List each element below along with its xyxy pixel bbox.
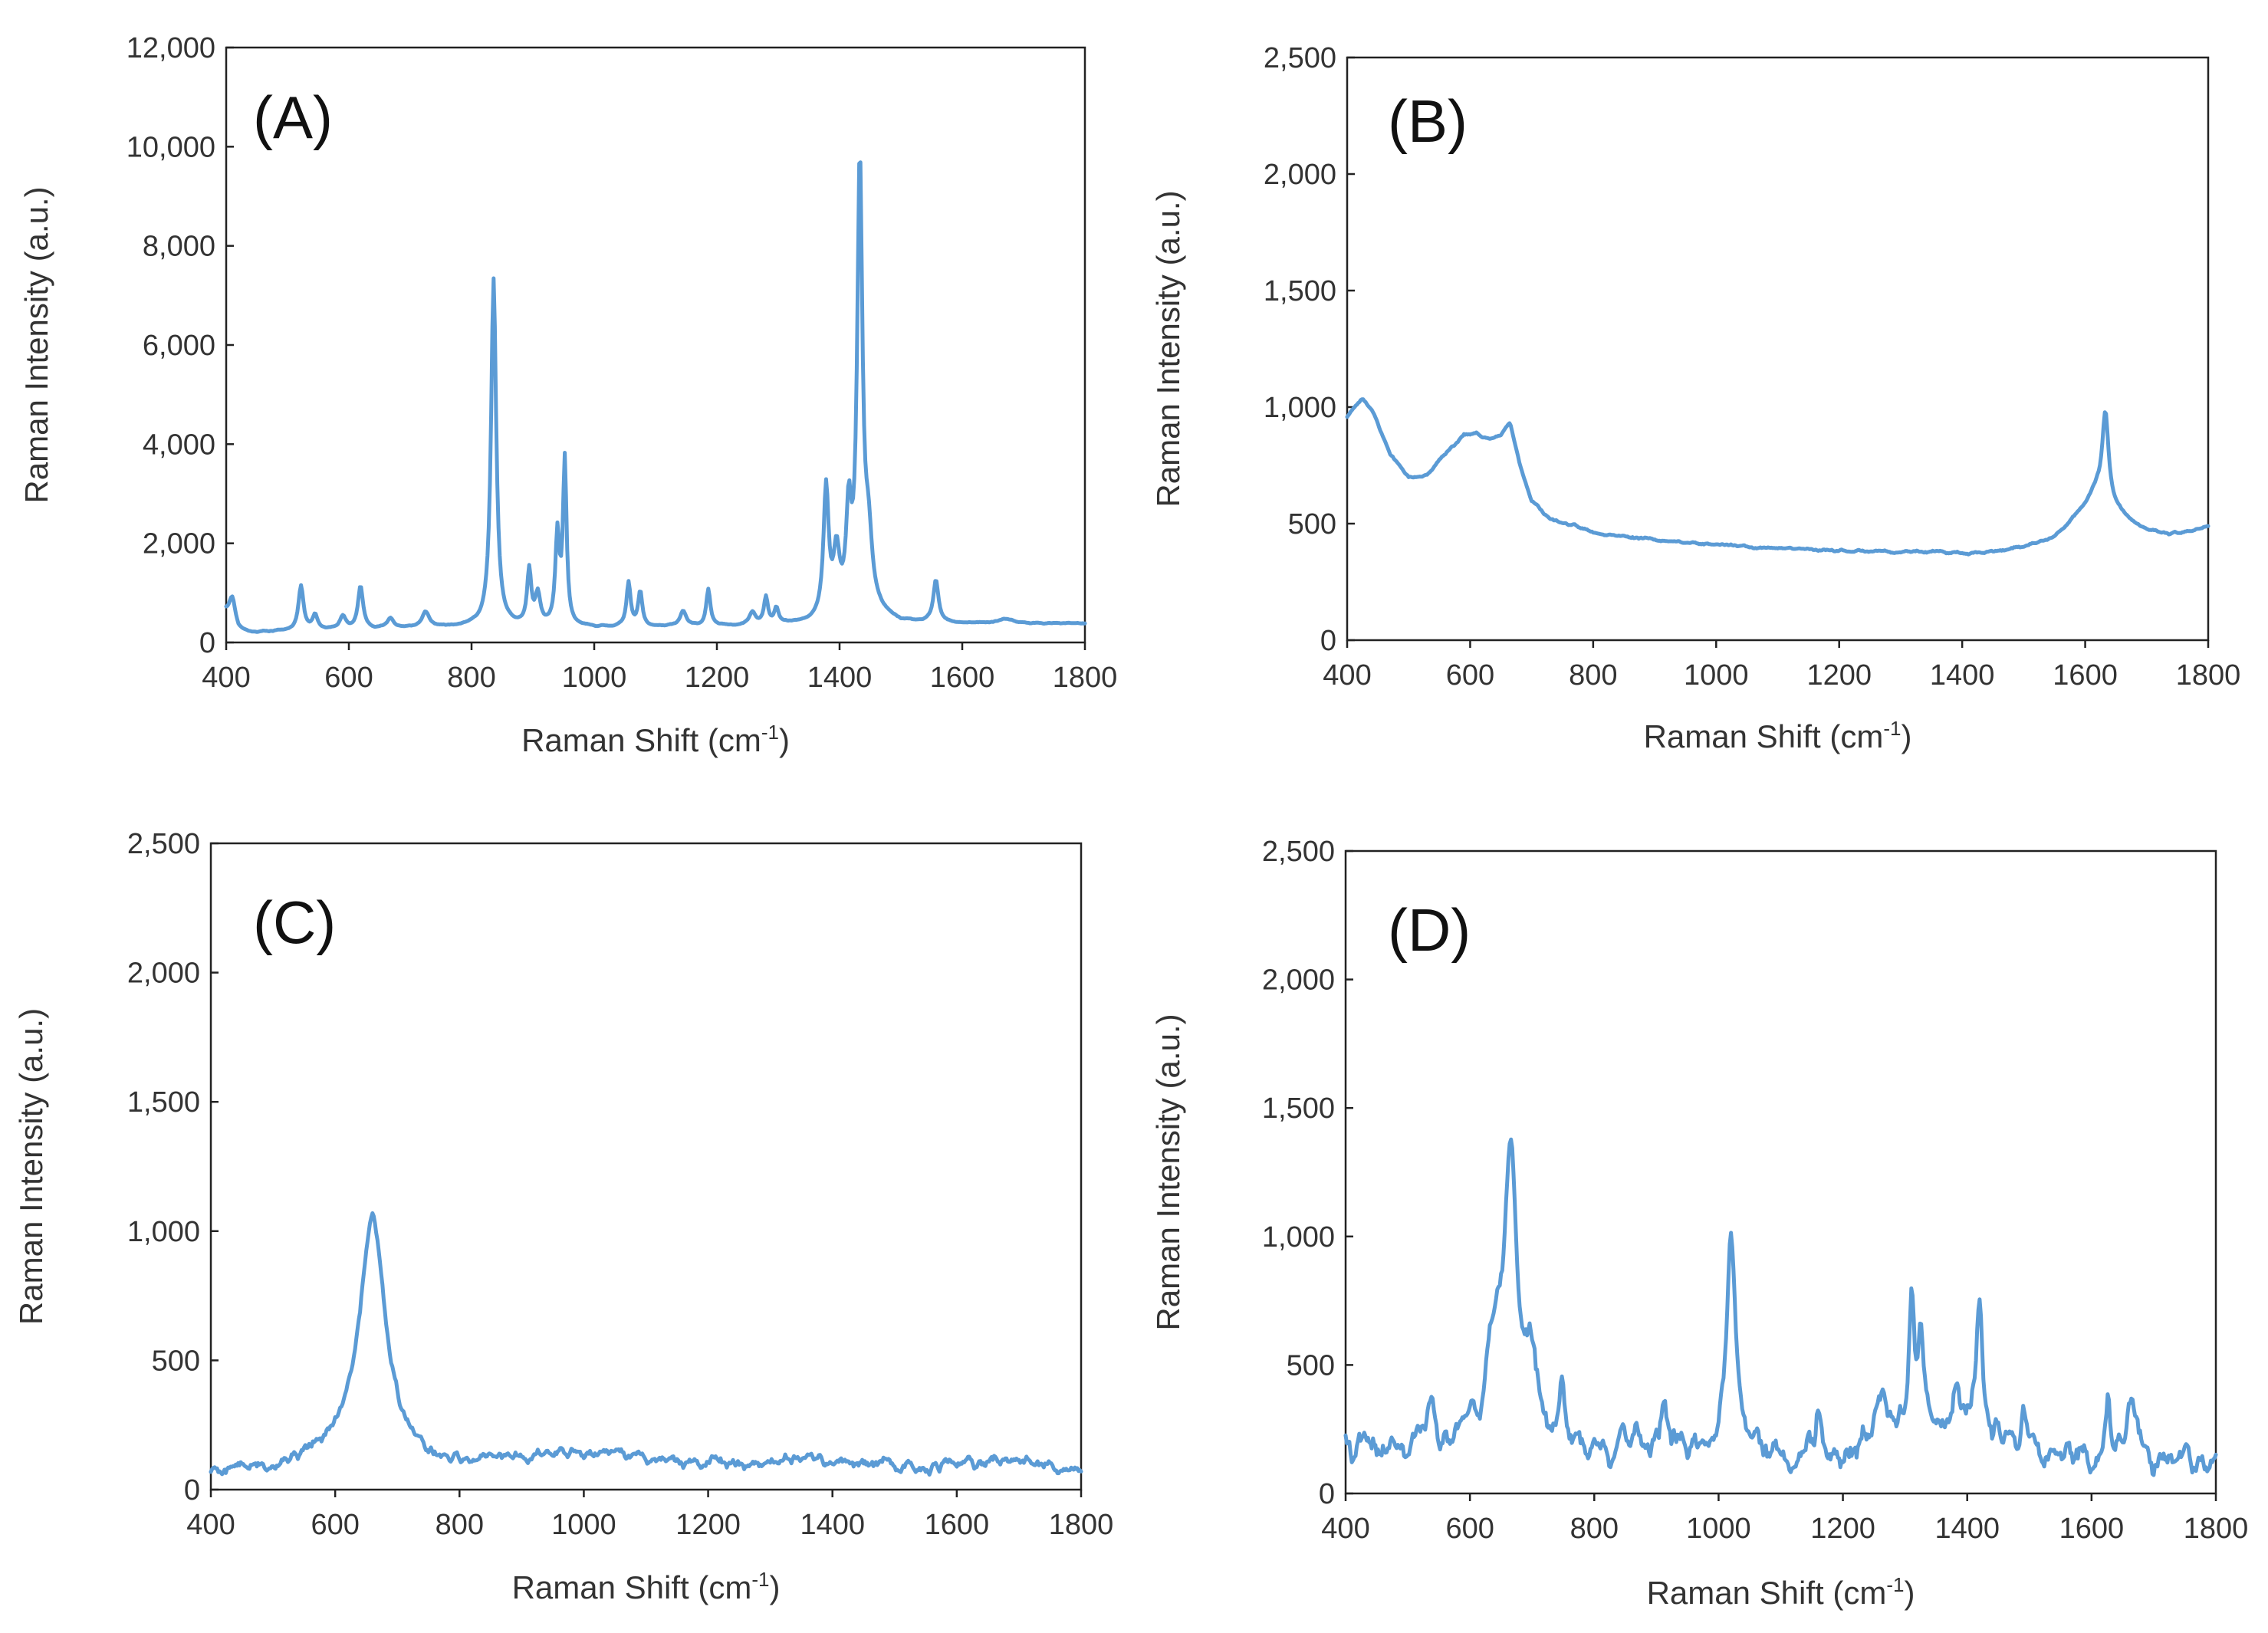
- y-tick-label: 12,000: [127, 32, 215, 64]
- raman-spectrum-line: [1343, 1137, 2218, 1477]
- y-tick-label: 4,000: [143, 429, 215, 461]
- y-tick-label: 500: [1287, 1349, 1335, 1382]
- x-tick-label: 1600: [930, 662, 995, 694]
- y-tick-label: 0: [184, 1474, 200, 1506]
- y-tick-label: 1,500: [127, 1086, 200, 1119]
- x-tick-label: 400: [186, 1509, 235, 1541]
- y-tick-label: 6,000: [143, 330, 215, 362]
- x-tick-label: 1800: [1053, 662, 1118, 694]
- plot-area-frame: [1344, 849, 2217, 1495]
- y-tick-label: 1,000: [1262, 1221, 1335, 1254]
- y-tick-label: 0: [199, 627, 215, 659]
- x-tick-label: 800: [1569, 659, 1617, 692]
- raman-spectrum-line: [1345, 397, 2210, 557]
- y-tick-label: 2,000: [143, 528, 215, 560]
- x-tick-label: 800: [1570, 1513, 1619, 1545]
- chart-panel-a: 0 2,000 4,000 6,000 8,000 10,000 12,000 400 600 8…: [18, 32, 1117, 758]
- x-tick-label: 1000: [551, 1509, 616, 1541]
- x-tick-label: 400: [202, 662, 250, 694]
- x-tick-label: 1000: [1684, 659, 1749, 692]
- plot-area-frame: [209, 842, 1083, 1491]
- x-tick-label: 800: [436, 1509, 484, 1541]
- x-axis-title: Raman Shift (cm-1): [521, 721, 790, 758]
- x-tick-label: 600: [1446, 659, 1494, 692]
- x-tick-label: 1000: [562, 662, 627, 694]
- x-axis-title: Raman Shift (cm-1): [1647, 1573, 1915, 1611]
- panel-label: (D): [1388, 896, 1471, 964]
- y-axis-title: Raman Intensity (a.u.): [18, 186, 54, 503]
- x-tick-label: 1400: [1934, 1513, 2000, 1545]
- x-tick-label: 1400: [800, 1509, 865, 1541]
- x-tick-label: 400: [1323, 659, 1371, 692]
- y-tick-label: 2,500: [127, 828, 200, 860]
- x-tick-label: 1200: [1806, 659, 1872, 692]
- y-tick-label: 500: [1288, 508, 1336, 540]
- plot-area-frame: [1346, 56, 2210, 642]
- chart-panel-d: 0 500 1,000 1,500 2,000 2,500 400 600 800 1000 120…: [1150, 836, 2248, 1611]
- x-tick-label: 1400: [1930, 659, 1995, 692]
- y-tick-label: 500: [152, 1345, 200, 1377]
- y-tick-label: 0: [1320, 625, 1336, 657]
- y-axis-title: Raman Intensity (a.u.): [1150, 190, 1186, 507]
- x-axis-title: Raman Shift (cm-1): [1644, 717, 1912, 754]
- panel-label: (C): [253, 889, 336, 956]
- y-tick-label: 2,500: [1264, 42, 1336, 74]
- y-tick-label: 2,500: [1262, 836, 1335, 868]
- y-tick-label: 10,000: [127, 131, 215, 163]
- x-tick-label: 1200: [1810, 1513, 1875, 1545]
- x-tick-label: 600: [1445, 1513, 1494, 1545]
- raman-spectrum-line: [224, 160, 1087, 634]
- y-axis-title: Raman Intensity (a.u.): [1150, 1014, 1186, 1330]
- x-tick-label: 1600: [2059, 1513, 2125, 1545]
- y-tick-label: 0: [1319, 1478, 1335, 1510]
- plot-area-frame: [225, 46, 1086, 644]
- y-tick-label: 8,000: [143, 231, 215, 263]
- panel-label: (A): [253, 84, 333, 151]
- y-tick-label: 1,500: [1262, 1092, 1335, 1125]
- x-tick-label: 1400: [807, 662, 873, 694]
- x-axis-title: Raman Shift (cm-1): [512, 1568, 781, 1605]
- chart-panel-b: 0 500 1,000 1,500 2,000 2,500 400 600 800 1000 120…: [1150, 42, 2240, 754]
- y-tick-label: 1,000: [127, 1216, 200, 1248]
- x-tick-label: 1600: [2053, 659, 2118, 692]
- panel-label: (B): [1388, 87, 1468, 155]
- x-tick-label: 800: [447, 662, 495, 694]
- y-axis-title: Raman Intensity (a.u.): [13, 1008, 49, 1325]
- x-tick-label: 400: [1321, 1513, 1369, 1545]
- y-tick-label: 1,000: [1264, 392, 1336, 424]
- chart-panel-c: 0 500 1,000 1,500 2,000 2,500 400 600 800 1000 120…: [13, 828, 1113, 1605]
- y-tick-label: 2,000: [1262, 964, 1335, 997]
- x-tick-label: 600: [311, 1509, 359, 1541]
- y-tick-label: 1,500: [1264, 275, 1336, 307]
- x-tick-label: 1200: [675, 1509, 741, 1541]
- x-tick-label: 1200: [685, 662, 750, 694]
- x-tick-label: 600: [324, 662, 373, 694]
- x-tick-label: 1600: [925, 1509, 990, 1541]
- x-tick-label: 1800: [1049, 1509, 1114, 1541]
- y-tick-label: 2,000: [1264, 159, 1336, 191]
- raman-spectrum-line: [209, 1211, 1083, 1477]
- x-tick-label: 1800: [2184, 1513, 2249, 1545]
- x-tick-label: 1000: [1686, 1513, 1751, 1545]
- x-tick-label: 1800: [2176, 659, 2241, 692]
- y-tick-label: 2,000: [127, 958, 200, 990]
